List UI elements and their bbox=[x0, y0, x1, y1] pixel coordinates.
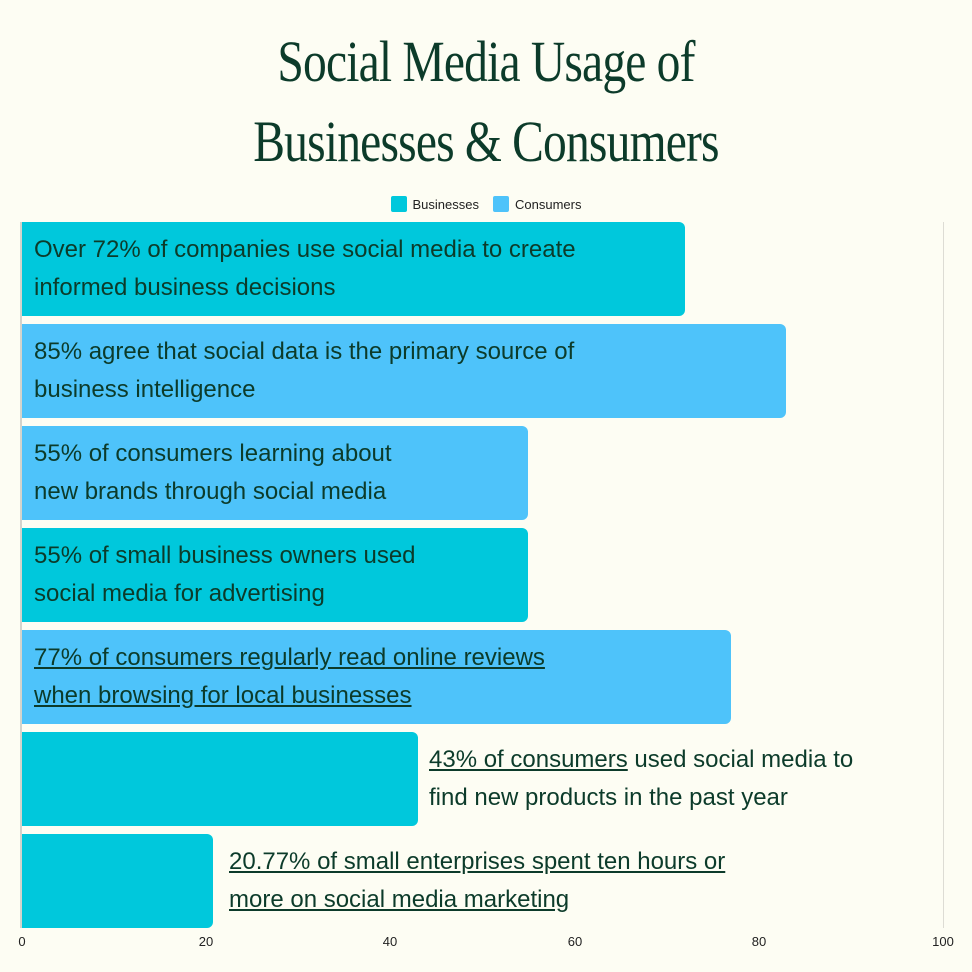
bar-row: Over 72% of companies use social media t… bbox=[22, 222, 943, 316]
bar-label-line: find new products in the past year bbox=[429, 784, 788, 811]
bar-label: 43% of consumers used social media to fi… bbox=[429, 741, 853, 817]
bar-label-line: Over 72% of companies use social media t… bbox=[34, 236, 576, 263]
chart-title: Social Media Usage of Businesses & Consu… bbox=[87, 22, 884, 182]
legend-swatch-consumers bbox=[493, 196, 509, 212]
bar-label-line: new brands through social media bbox=[34, 478, 387, 505]
bar-row: 55% of consumers learning about new bran… bbox=[22, 426, 943, 520]
bar-consumers[interactable] bbox=[22, 426, 528, 520]
title-line-2: Businesses & Consumers bbox=[253, 109, 719, 174]
bar-label-line: 55% of consumers learning about bbox=[34, 440, 392, 467]
bar-label-link[interactable]: 77% of consumers regularly read online r… bbox=[34, 639, 545, 715]
bar-businesses[interactable] bbox=[22, 834, 213, 928]
bar-businesses[interactable] bbox=[22, 222, 685, 316]
x-tick: 60 bbox=[567, 934, 583, 949]
x-tick: 80 bbox=[751, 934, 767, 949]
legend-label: Businesses bbox=[412, 196, 479, 212]
legend-item-consumers[interactable]: Consumers bbox=[493, 196, 581, 212]
bar-label-line: social media for advertising bbox=[34, 580, 325, 607]
bar-businesses[interactable] bbox=[22, 732, 418, 826]
bar-label-line: business intelligence bbox=[34, 376, 256, 403]
y-axis-line bbox=[20, 222, 22, 928]
bar-businesses[interactable] bbox=[22, 528, 528, 622]
bar-label-line: used social media to bbox=[627, 746, 854, 773]
legend: Businesses Consumers bbox=[0, 196, 972, 212]
x-tick: 100 bbox=[932, 934, 954, 949]
bar-row: 55% of small business owners used social… bbox=[22, 528, 943, 622]
x-max-gridline bbox=[943, 222, 944, 928]
bar-row: 43% of consumers used social media to fi… bbox=[22, 732, 943, 826]
legend-swatch-businesses bbox=[390, 196, 407, 212]
bar-label-line: 55% of small business owners used bbox=[34, 542, 416, 569]
bar-label-line: 20.77% of small enterprises spent ten ho… bbox=[229, 848, 726, 875]
bar-consumers[interactable] bbox=[22, 324, 786, 418]
bar-label-line: when browsing for local businesses bbox=[34, 682, 412, 709]
legend-item-businesses[interactable]: Businesses bbox=[390, 196, 479, 212]
bar-label: 55% of small business owners used social… bbox=[34, 537, 416, 613]
bar-consumers[interactable] bbox=[22, 630, 731, 724]
bar-row: 20.77% of small enterprises spent ten ho… bbox=[22, 834, 943, 928]
x-axis-ticks: 0 20 40 60 80 100 bbox=[0, 934, 972, 954]
legend-label: Consumers bbox=[515, 196, 582, 212]
plot-area: Over 72% of companies use social media t… bbox=[22, 222, 943, 928]
bar-row: 85% agree that social data is the primar… bbox=[22, 324, 943, 418]
title-line-1: Social Media Usage of bbox=[277, 29, 695, 94]
bar-label-line: more on social media marketing bbox=[229, 886, 570, 913]
bar-label-line: 85% agree that social data is the primar… bbox=[34, 338, 575, 365]
x-tick: 20 bbox=[198, 934, 214, 949]
x-tick: 40 bbox=[382, 934, 398, 949]
bar-label-link[interactable]: 20.77% of small enterprises spent ten ho… bbox=[229, 843, 725, 919]
bar-label: Over 72% of companies use social media t… bbox=[34, 231, 576, 307]
x-tick: 0 bbox=[18, 934, 26, 949]
bar-label-line: 77% of consumers regularly read online r… bbox=[34, 644, 545, 671]
bar-label: 55% of consumers learning about new bran… bbox=[34, 435, 392, 511]
bar-label-link[interactable]: 43% of consumers bbox=[429, 746, 628, 773]
bar-label-line: informed business decisions bbox=[34, 274, 336, 301]
bar-row: 77% of consumers regularly read online r… bbox=[22, 630, 943, 724]
bar-label: 85% agree that social data is the primar… bbox=[34, 333, 574, 409]
